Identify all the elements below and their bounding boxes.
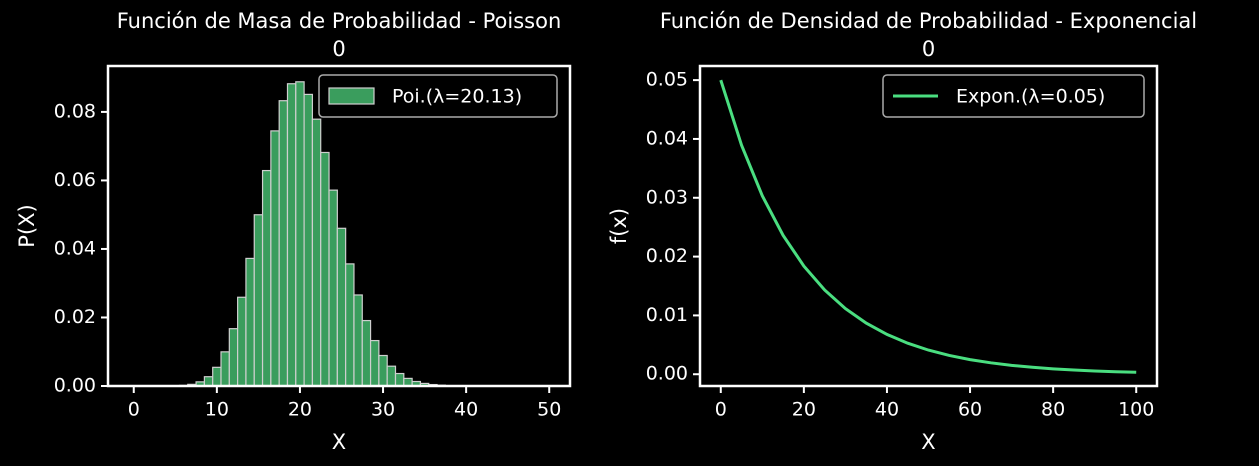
y-tick-label: 0.08: [54, 100, 96, 122]
x-tick-label: 50: [537, 399, 561, 421]
x-tick-label: 60: [958, 399, 982, 421]
chart-subtitle: 0: [332, 37, 345, 61]
bar: [253, 214, 264, 387]
x-tick-label: 0: [128, 399, 140, 421]
x-axis-label: X: [332, 430, 346, 454]
x-tick-label: 40: [875, 399, 899, 421]
y-tick-label: 0.05: [646, 69, 688, 91]
bar: [228, 328, 239, 387]
legend-box: [882, 74, 1145, 118]
chart-subtitle: 0: [922, 37, 935, 61]
x-tick-label: 10: [205, 399, 229, 421]
bar: [203, 376, 214, 387]
bar: [369, 339, 380, 387]
chart-title: Función de Masa de Probabilidad - Poisso…: [117, 9, 562, 33]
x-tick-label: 30: [371, 399, 395, 421]
y-axis-label: P(X): [15, 204, 39, 247]
bar: [353, 294, 363, 387]
bar: [328, 189, 338, 387]
bar: [237, 296, 247, 387]
bar: [394, 372, 405, 387]
bar: [386, 365, 397, 387]
y-tick-label: 0.03: [646, 186, 688, 208]
x-tick-label: 100: [1118, 399, 1154, 421]
y-tick-label: 0.04: [646, 127, 688, 149]
axes-frame: [698, 64, 1159, 388]
legend-swatch: [328, 87, 375, 105]
legend-label: Expon.(λ=0.05): [956, 86, 1105, 108]
bar: [270, 130, 280, 387]
legend-box: [318, 74, 558, 118]
bar: [345, 263, 355, 387]
y-axis-label: f(x): [607, 208, 631, 244]
y-tick-label: 0.00: [646, 363, 688, 385]
bar: [311, 118, 322, 387]
y-tick-label: 0.00: [54, 375, 96, 397]
x-tick-label: 20: [792, 399, 816, 421]
x-axis-label: X: [921, 430, 935, 454]
y-tick-label: 0.06: [54, 169, 96, 191]
bar: [220, 351, 230, 387]
x-tick-label: 0: [715, 399, 727, 421]
bar: [295, 81, 305, 387]
x-tick-label: 40: [454, 399, 478, 421]
bar: [245, 257, 255, 387]
bar: [212, 366, 222, 387]
bar: [261, 169, 272, 387]
legend-label: Poi.(λ=20.13): [392, 86, 522, 108]
bar: [336, 227, 347, 387]
y-tick-label: 0.01: [646, 304, 688, 326]
line: [719, 79, 1137, 374]
bar: [303, 93, 314, 387]
bar: [361, 319, 372, 387]
bar: [286, 83, 297, 387]
bar: [278, 100, 289, 387]
axes-frame: [106, 64, 572, 388]
bar: [378, 354, 388, 387]
x-tick-label: 80: [1041, 399, 1065, 421]
bar: [320, 151, 330, 387]
y-tick-label: 0.04: [54, 237, 96, 259]
y-tick-label: 0.02: [54, 306, 96, 328]
x-tick-label: 20: [288, 399, 312, 421]
y-tick-label: 0.02: [646, 245, 688, 267]
chart-title: Función de Densidad de Probabilidad - Ex…: [660, 9, 1197, 33]
